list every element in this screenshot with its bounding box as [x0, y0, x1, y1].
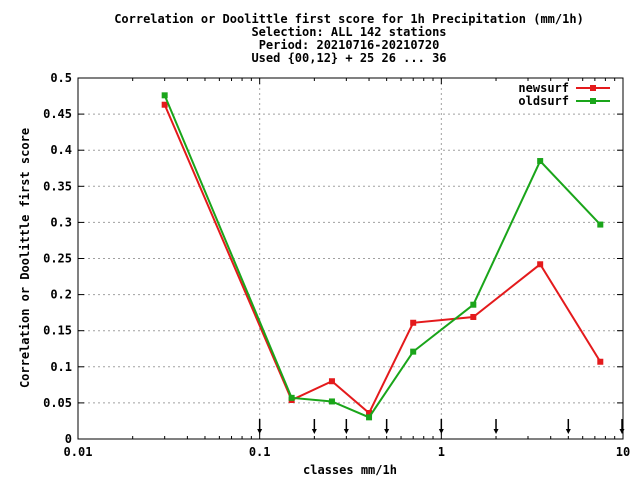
data-point-oldsurf [537, 158, 544, 165]
y-tick-label: 0.5 [50, 71, 72, 85]
class-marker-arrowhead [384, 429, 390, 434]
y-tick-label: 0.35 [43, 179, 72, 193]
x-tick-label: 0.01 [64, 445, 93, 459]
y-tick-label: 0.4 [50, 143, 72, 157]
x-axis-label: classes mm/1h [303, 463, 397, 477]
y-tick-label: 0.2 [50, 288, 72, 302]
data-point-oldsurf [366, 414, 373, 421]
class-marker-arrowhead [257, 429, 263, 434]
data-point-oldsurf [410, 348, 417, 355]
grid [78, 78, 623, 439]
legend-marker-newsurf [590, 85, 596, 91]
title-line-1: Correlation or Doolittle first score for… [114, 12, 584, 26]
y-tick-label: 0.1 [50, 360, 72, 374]
title-line-4: Used {00,12} + 25 26 ... 36 [251, 51, 446, 65]
data-point-oldsurf [161, 92, 168, 99]
x-tick-label: 1 [438, 445, 445, 459]
y-tick-label: 0.25 [43, 252, 72, 266]
class-markers [257, 419, 625, 434]
y-tick-label: 0 [65, 432, 72, 446]
y-tick-label: 0.15 [43, 324, 72, 338]
series-group [161, 92, 604, 421]
title-line-2: Selection: ALL 142 stations [251, 25, 446, 39]
title-line-3: Period: 20210716-20210720 [259, 38, 440, 52]
series-line-newsurf [163, 104, 602, 415]
y-tick-label: 0.05 [43, 396, 72, 410]
y-axis: 0 0.05 0.1 0.15 0.2 0.25 0.3 0.35 0.4 0.45 0.5 [43, 71, 623, 446]
class-marker-arrowhead [311, 429, 317, 434]
data-point-oldsurf [597, 221, 604, 228]
data-point-oldsurf [328, 398, 335, 405]
x-tick-label: 0.1 [249, 445, 271, 459]
class-marker-arrowhead [343, 429, 349, 434]
x-tick-label: 10 [616, 445, 630, 459]
class-marker-arrowhead [493, 429, 499, 434]
class-marker-arrowhead [565, 429, 571, 434]
data-point-oldsurf [470, 301, 477, 308]
data-point-newsurf [366, 410, 373, 417]
data-point-newsurf [537, 261, 544, 268]
series-line-oldsurf [163, 94, 602, 419]
data-point-newsurf [328, 378, 335, 385]
class-marker-arrowhead [619, 429, 625, 434]
y-axis-label: Correlation or Doolittle first score [18, 128, 32, 388]
chart-title: Correlation or Doolittle first score for… [114, 12, 584, 65]
x-axis: 0.01 0.1 1 10 [64, 78, 630, 459]
data-point-newsurf [470, 313, 477, 320]
y-tick-label: 0.45 [43, 107, 72, 121]
data-point-newsurf [410, 319, 417, 326]
y-tick-label: 0.3 [50, 215, 72, 229]
legend-label-newsurf: newsurf [518, 81, 569, 95]
class-marker-arrowhead [438, 429, 444, 434]
data-point-newsurf [597, 358, 604, 365]
data-point-newsurf [161, 101, 168, 108]
legend-marker-oldsurf [590, 98, 596, 104]
legend-label-oldsurf: oldsurf [518, 94, 569, 108]
data-point-oldsurf [288, 394, 295, 401]
